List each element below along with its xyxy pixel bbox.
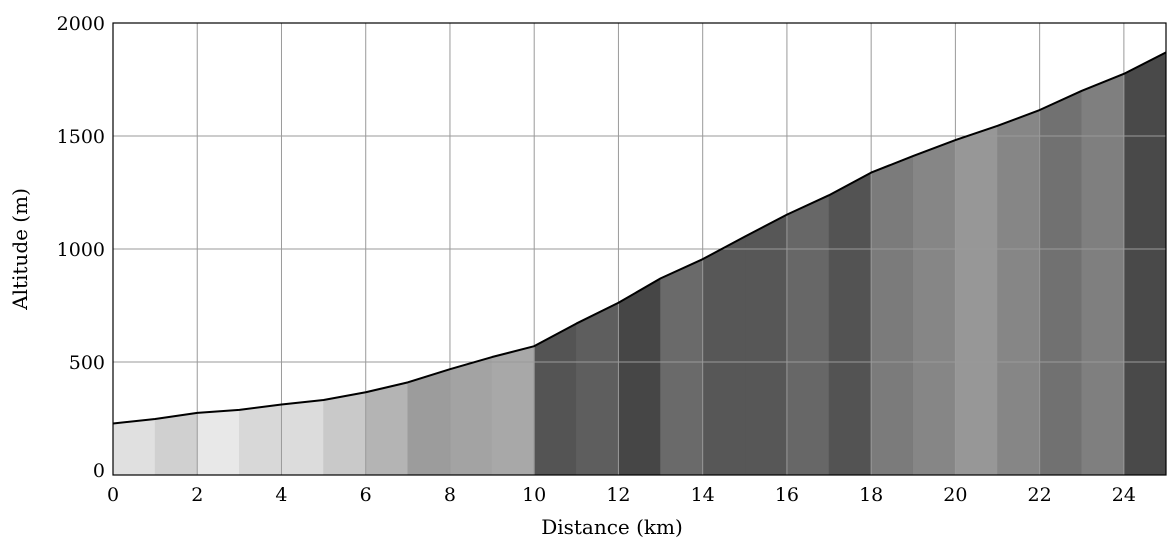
profile-segment-24: [1123, 51, 1167, 476]
profile-segment-16: [786, 194, 830, 476]
profile-segment-10: [533, 323, 577, 476]
x-tick-label-4: 8: [444, 484, 456, 506]
profile-segment-0: [112, 418, 156, 476]
profile-segment-18: [870, 155, 914, 476]
profile-segment-4: [281, 399, 324, 476]
profile-segment-23: [1081, 73, 1125, 476]
profile-segment-14: [702, 236, 746, 476]
y-tick-label-2: 1000: [57, 239, 105, 261]
plot-frame: [112, 22, 1167, 476]
altitude-line: [112, 51, 1167, 425]
x-tick-label-5: 10: [522, 484, 546, 506]
profile-segment-1: [154, 412, 198, 476]
profile-segments: [112, 51, 1167, 476]
x-tick-label-11: 22: [1028, 484, 1052, 506]
y-axis-title: Altitude (m): [8, 188, 32, 311]
profile-segment-5: [323, 391, 367, 476]
x-tick-label-2: 4: [275, 484, 287, 506]
profile-segment-8: [449, 356, 493, 476]
y-tick-label-0: 0: [93, 460, 105, 482]
profile-segment-22: [1039, 90, 1083, 476]
x-tick-label-10: 20: [943, 484, 967, 506]
x-tick-label-8: 16: [775, 484, 799, 506]
profile-segment-13: [660, 258, 703, 476]
profile-segment-9: [491, 345, 535, 476]
x-tick-label-9: 18: [859, 484, 883, 506]
x-axis-title: Distance (km): [541, 515, 683, 539]
profile-segment-7: [407, 368, 451, 476]
profile-segment-15: [744, 214, 788, 476]
profile-segment-6: [365, 381, 409, 476]
profile-segment-20: [955, 125, 998, 476]
profile-segment-21: [997, 109, 1040, 476]
y-tick-label-4: 2000: [57, 13, 105, 35]
x-tick-label-1: 2: [191, 484, 203, 506]
x-tick-label-12: 24: [1112, 484, 1136, 506]
y-tick-label-1: 500: [69, 352, 105, 374]
y-axis-ticks: 0 500 1000 1500 2000: [57, 13, 105, 482]
profile-segment-19: [912, 139, 956, 476]
profile-segment-2: [196, 409, 240, 476]
profile-segment-11: [576, 302, 619, 476]
x-tick-label-3: 6: [360, 484, 372, 506]
y-tick-label-3: 1500: [57, 126, 105, 148]
x-axis-ticks: 0 2 4 6 8 10 12 14 16 18 20 22 24: [107, 484, 1136, 506]
x-tick-label-6: 12: [606, 484, 630, 506]
x-tick-label-7: 14: [691, 484, 715, 506]
x-tick-label-0: 0: [107, 484, 119, 506]
profile-segment-3: [239, 404, 282, 476]
profile-segment-12: [618, 277, 661, 476]
profile-segment-17: [828, 172, 872, 476]
